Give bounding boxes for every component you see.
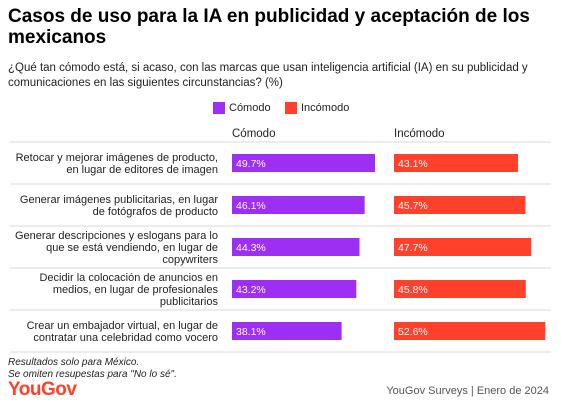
legend-item-comodo: Cómodo bbox=[213, 102, 271, 114]
chart-title: Casos de uso para la IA en publicidad y … bbox=[8, 6, 530, 48]
category-label: Generar imágenes publicitarias, en lugar… bbox=[20, 194, 218, 218]
legend-label-incomodo: Incómodo bbox=[301, 102, 350, 114]
category-label: Decidir la colocación de anuncios en medi… bbox=[39, 272, 218, 308]
chart-subtitle: ¿Qué tan cómodo está, si acaso, con las … bbox=[8, 62, 528, 89]
bar-incomodo bbox=[394, 238, 532, 256]
bar-incomodo bbox=[394, 154, 519, 172]
bar-incomodo bbox=[394, 322, 546, 340]
bar-comodo bbox=[232, 322, 342, 340]
column-header-comodo: Cómodo bbox=[232, 128, 276, 140]
legend-item-incomodo: Incómodo bbox=[285, 102, 349, 114]
bar-comodo bbox=[232, 196, 365, 214]
category-label: Retocar y mejorar imágenes de producto, e… bbox=[16, 152, 218, 176]
value-label-incomodo: 45.7% bbox=[398, 200, 428, 212]
legend: Cómodo Incómodo bbox=[0, 102, 561, 116]
value-label-comodo: 38.1% bbox=[236, 326, 266, 338]
legend-label-comodo: Cómodo bbox=[229, 102, 271, 114]
legend-swatch-incomodo bbox=[285, 102, 297, 114]
value-label-incomodo: 45.8% bbox=[398, 284, 428, 296]
value-label-comodo: 46.1% bbox=[236, 200, 266, 212]
column-header-incomodo: Incómodo bbox=[394, 128, 445, 140]
bar-incomodo bbox=[394, 280, 526, 298]
bar-comodo bbox=[232, 154, 375, 172]
category-label: Crear un embajador virtual, en lugar de c… bbox=[27, 320, 218, 344]
bar-comodo bbox=[232, 238, 360, 256]
footnote-2: Se omiten resupestas para "No lo sé". bbox=[8, 369, 177, 380]
category-label: Generar descripciones y eslogans para lo… bbox=[15, 230, 219, 266]
yougov-logo: YouGov bbox=[8, 379, 77, 400]
source-text: YouGov Surveys | Enero de 2024 bbox=[386, 385, 549, 397]
value-label-comodo: 43.2% bbox=[236, 284, 266, 296]
footnote-1: Resultados solo para México. bbox=[8, 357, 140, 368]
value-label-comodo: 44.3% bbox=[236, 242, 266, 254]
value-label-comodo: 49.7% bbox=[236, 158, 266, 170]
legend-swatch-comodo bbox=[213, 102, 225, 114]
value-label-incomodo: 47.7% bbox=[398, 242, 428, 254]
bar-incomodo bbox=[394, 196, 526, 214]
value-label-incomodo: 43.1% bbox=[398, 158, 428, 170]
bar-comodo bbox=[232, 280, 357, 298]
value-label-incomodo: 52.6% bbox=[398, 326, 428, 338]
